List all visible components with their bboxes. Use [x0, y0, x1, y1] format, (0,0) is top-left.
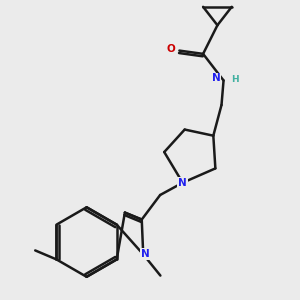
Text: H: H [231, 75, 239, 84]
Text: N: N [141, 249, 150, 259]
Text: N: N [178, 178, 187, 188]
Text: O: O [167, 44, 176, 54]
Text: N: N [212, 74, 220, 83]
